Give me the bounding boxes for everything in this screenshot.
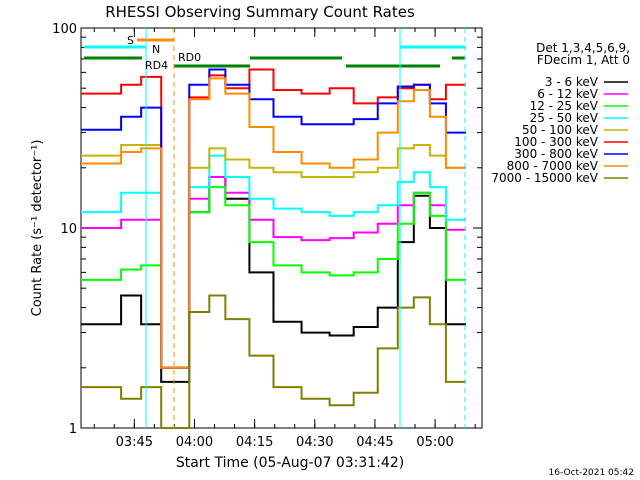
x-axis-label: Start Time (05-Aug-07 03:31:42) [176, 455, 404, 471]
x-tick-label: 04:30 [296, 435, 333, 450]
legend-label: 6 - 12 keV [537, 87, 599, 101]
series-line-7 [81, 77, 466, 369]
series-line-8 [81, 294, 466, 429]
legend-label: 300 - 800 keV [514, 147, 598, 161]
rd0-label: RD0 [178, 51, 201, 64]
x-tick-label: 05:00 [416, 435, 453, 450]
legend-label: 25 - 50 keV [530, 111, 599, 125]
x-tick-label: 04:15 [236, 435, 273, 450]
legend-label: 50 - 100 keV [522, 123, 599, 137]
legend-label: 800 - 7000 keV [507, 159, 599, 173]
legend-header: Det 1,3,4,5,6,9, [536, 41, 630, 55]
x-tick-label: 04:00 [176, 435, 213, 450]
legend-label: 3 - 6 keV [545, 75, 599, 89]
legend-header: FDecim 1, Att 0 [537, 53, 630, 67]
y-tick-label: 100 [52, 22, 77, 37]
plot-frame [80, 27, 483, 429]
legend-label: 100 - 300 keV [514, 135, 598, 149]
y-tick-label: 10 [60, 222, 77, 237]
legend-label: 12 - 25 keV [530, 99, 599, 113]
plot-area: 1 10 100 03:45 04:00 04:15 04:30 04:45 05:00 S N RD… [52, 22, 630, 450]
footer-timestamp: 16-Oct-2021 05:42 [549, 468, 634, 478]
x-tick-label: 03:45 [116, 435, 153, 450]
s-label: S [127, 34, 134, 47]
legend-label: 7000 - 15000 keV [491, 171, 598, 185]
series-line-6 [81, 68, 466, 369]
chart-title: RHESSI Observing Summary Count Rates [105, 3, 415, 21]
n-label: N [152, 43, 160, 56]
y-tick-label: 1 [69, 422, 77, 437]
rd4-label: RD4 [145, 59, 168, 72]
y-axis-label: Count Rate (s⁻¹ detector⁻¹) [30, 140, 45, 317]
x-tick-label: 04:45 [356, 435, 393, 450]
